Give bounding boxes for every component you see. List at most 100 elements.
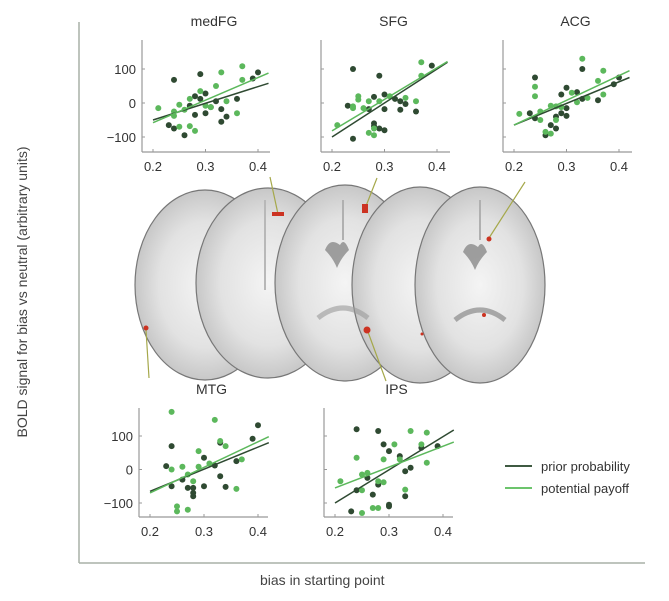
legend: prior probability potential payoff bbox=[505, 455, 630, 499]
data-point-prior-probability bbox=[249, 435, 256, 442]
data-point-potential-payoff bbox=[413, 98, 419, 105]
data-point-prior-probability bbox=[532, 74, 538, 81]
data-point-potential-payoff bbox=[239, 76, 246, 83]
data-point-potential-payoff bbox=[359, 471, 365, 478]
data-point-potential-payoff bbox=[186, 123, 193, 130]
data-point-potential-payoff bbox=[579, 55, 586, 62]
data-point-prior-probability bbox=[181, 132, 188, 139]
data-point-prior-probability bbox=[553, 125, 559, 132]
legend-item-potential-payoff: potential payoff bbox=[505, 477, 630, 499]
data-point-potential-payoff bbox=[234, 110, 240, 117]
leader-line-acg bbox=[488, 181, 526, 239]
data-point-potential-payoff bbox=[600, 91, 607, 98]
brain-slice-5 bbox=[414, 186, 546, 384]
data-point-prior-probability bbox=[234, 95, 240, 102]
x-tick-label: 0.3 bbox=[380, 524, 398, 539]
ventricle bbox=[316, 305, 370, 321]
data-point-potential-payoff bbox=[574, 99, 580, 106]
x-tick-label: 0.4 bbox=[434, 524, 452, 539]
data-point-potential-payoff bbox=[233, 485, 240, 492]
data-point-prior-probability bbox=[376, 72, 383, 79]
data-point-potential-payoff bbox=[211, 416, 218, 423]
activation-cluster-sfg bbox=[362, 204, 368, 213]
data-point-prior-probability bbox=[201, 483, 207, 490]
data-point-prior-probability bbox=[595, 97, 601, 104]
data-point-prior-probability bbox=[386, 503, 392, 510]
data-point-potential-payoff bbox=[371, 125, 377, 132]
data-point-prior-probability bbox=[192, 93, 198, 100]
data-point-prior-probability bbox=[202, 90, 209, 97]
data-point-potential-payoff bbox=[360, 105, 367, 112]
y-tick-label: 100 bbox=[111, 429, 133, 444]
data-point-potential-payoff bbox=[375, 478, 382, 485]
data-point-prior-probability bbox=[381, 106, 388, 113]
data-point-potential-payoff bbox=[190, 478, 197, 485]
fit-line-potential-payoff bbox=[334, 441, 455, 489]
leader-line-ips bbox=[367, 331, 387, 382]
brain-slices-image bbox=[134, 184, 546, 384]
data-point-potential-payoff bbox=[195, 463, 202, 470]
data-point-potential-payoff bbox=[532, 83, 538, 90]
data-point-prior-probability bbox=[381, 91, 388, 98]
data-point-potential-payoff bbox=[537, 117, 544, 123]
legend-item-prior-probability: prior probability bbox=[505, 455, 630, 477]
plot-title: medFG bbox=[191, 13, 238, 29]
data-point-potential-payoff bbox=[176, 101, 183, 108]
data-point-prior-probability bbox=[192, 111, 198, 118]
data-point-prior-probability bbox=[223, 113, 230, 120]
data-point-prior-probability bbox=[184, 484, 191, 491]
x-tick-label: 0.4 bbox=[610, 159, 628, 174]
data-point-potential-payoff bbox=[218, 69, 225, 76]
data-point-potential-payoff bbox=[192, 127, 198, 134]
x-tick-label: 0.2 bbox=[326, 524, 344, 539]
data-point-prior-probability bbox=[574, 89, 580, 96]
leader-line-mtg bbox=[145, 329, 150, 379]
data-point-prior-probability bbox=[201, 454, 207, 461]
data-point-potential-payoff bbox=[238, 456, 245, 463]
data-point-prior-probability bbox=[526, 110, 533, 117]
data-point-prior-probability bbox=[380, 441, 387, 448]
y-tick-label: 0 bbox=[129, 96, 136, 111]
data-point-potential-payoff bbox=[174, 503, 180, 510]
fit-line-prior-probability bbox=[334, 429, 455, 504]
data-point-potential-payoff bbox=[402, 486, 409, 493]
data-point-potential-payoff bbox=[542, 128, 549, 135]
data-point-potential-payoff bbox=[168, 408, 175, 415]
data-point-potential-payoff bbox=[369, 505, 376, 511]
fit-line-prior-probability bbox=[513, 76, 630, 126]
x-tick-label: 0.4 bbox=[428, 159, 446, 174]
data-point-potential-payoff bbox=[402, 94, 409, 101]
data-point-prior-probability bbox=[369, 491, 376, 498]
data-point-prior-probability bbox=[168, 483, 175, 490]
activation-cluster bbox=[420, 332, 424, 336]
data-point-potential-payoff bbox=[217, 438, 224, 444]
y-tick-label: −100 bbox=[107, 130, 136, 145]
fit-line-potential-payoff bbox=[331, 60, 448, 132]
data-point-potential-payoff bbox=[223, 98, 230, 105]
data-point-prior-probability bbox=[381, 127, 388, 134]
activation-cluster-medfg bbox=[272, 212, 284, 216]
data-point-potential-payoff bbox=[365, 98, 372, 105]
data-point-potential-payoff bbox=[176, 123, 183, 130]
data-point-potential-payoff bbox=[595, 77, 601, 84]
data-point-potential-payoff bbox=[423, 459, 430, 466]
data-point-prior-probability bbox=[563, 84, 570, 91]
data-point-prior-probability bbox=[190, 484, 197, 491]
data-point-prior-probability bbox=[547, 122, 554, 129]
x-tick-label: 0.4 bbox=[249, 159, 267, 174]
scatter-plot-ips: IPS 0.2 0.3 0.4 bbox=[323, 381, 455, 539]
x-tick-label: 0.2 bbox=[141, 524, 159, 539]
data-point-potential-payoff bbox=[516, 110, 523, 117]
data-point-potential-payoff bbox=[355, 96, 362, 103]
y-axis-label: BOLD signal for bias vs neutral (arbitra… bbox=[14, 146, 30, 438]
data-point-potential-payoff bbox=[197, 88, 204, 95]
x-tick-label: 0.3 bbox=[557, 159, 575, 174]
fit-line-prior-probability bbox=[331, 61, 448, 138]
data-point-potential-payoff bbox=[532, 93, 538, 100]
data-point-prior-probability bbox=[402, 468, 409, 475]
activation-markers bbox=[143, 176, 526, 382]
y-tick-label: 0 bbox=[126, 463, 133, 478]
fit-line-potential-payoff bbox=[149, 435, 270, 494]
data-point-prior-probability bbox=[163, 463, 170, 470]
data-point-prior-probability bbox=[413, 108, 419, 115]
